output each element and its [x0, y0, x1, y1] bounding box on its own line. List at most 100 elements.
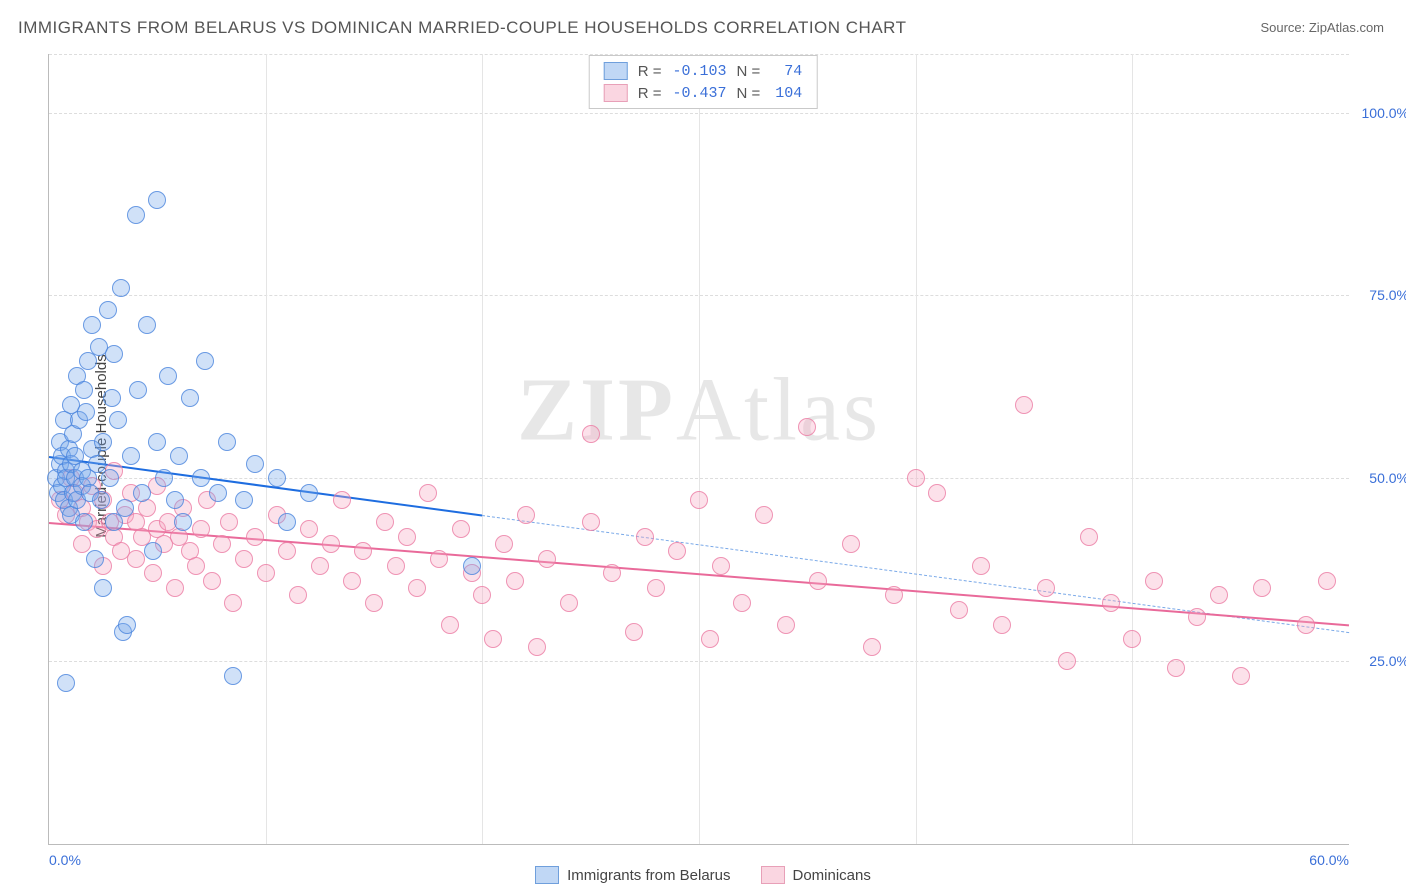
data-point: [138, 499, 156, 517]
data-point: [62, 396, 80, 414]
data-point: [560, 594, 578, 612]
data-point: [166, 579, 184, 597]
data-point: [1167, 659, 1185, 677]
data-point: [809, 572, 827, 590]
data-point: [122, 484, 140, 502]
data-point: [755, 506, 773, 524]
data-point: [538, 550, 556, 568]
data-point: [289, 586, 307, 604]
legend-label-belarus: Immigrants from Belarus: [567, 867, 730, 884]
data-point: [441, 616, 459, 634]
data-point: [452, 520, 470, 538]
data-point: [51, 491, 69, 509]
bottom-legend: Immigrants from Belarus Dominicans: [0, 866, 1406, 884]
data-point: [376, 513, 394, 531]
stats-row-dominicans: R = -0.437 N = 104: [590, 82, 817, 104]
data-point: [144, 564, 162, 582]
data-point: [116, 499, 134, 517]
data-point: [129, 381, 147, 399]
data-point: [94, 579, 112, 597]
data-point: [220, 513, 238, 531]
data-point: [365, 594, 383, 612]
data-point: [993, 616, 1011, 634]
data-point: [94, 557, 112, 575]
data-point: [148, 477, 166, 495]
data-point: [138, 316, 156, 334]
data-point: [1253, 579, 1271, 597]
data-point: [196, 352, 214, 370]
data-point: [268, 506, 286, 524]
data-point: [77, 403, 95, 421]
data-point: [133, 484, 151, 502]
data-point: [712, 557, 730, 575]
data-point: [625, 623, 643, 641]
gridline-v: [482, 54, 483, 844]
swatch-blue-icon: [604, 62, 628, 80]
data-point: [484, 630, 502, 648]
n-label: N =: [737, 63, 761, 80]
data-point: [105, 345, 123, 363]
data-point: [842, 535, 860, 553]
data-point: [419, 484, 437, 502]
data-point: [387, 557, 405, 575]
data-point: [62, 506, 80, 524]
data-point: [83, 477, 101, 495]
data-point: [1210, 586, 1228, 604]
swatch-pink-icon: [604, 84, 628, 102]
data-point: [343, 572, 361, 590]
swatch-pink-icon: [761, 866, 785, 884]
data-point: [495, 535, 513, 553]
data-point: [60, 440, 78, 458]
data-point: [127, 550, 145, 568]
data-point: [181, 542, 199, 560]
data-point: [1015, 396, 1033, 414]
data-point: [88, 520, 106, 538]
data-point: [398, 528, 416, 546]
r-label: R =: [638, 63, 662, 80]
data-point: [60, 499, 78, 517]
data-point: [68, 367, 86, 385]
data-point: [506, 572, 524, 590]
data-point: [155, 535, 173, 553]
data-point: [928, 484, 946, 502]
data-point: [647, 579, 665, 597]
data-point: [103, 389, 121, 407]
r-label: R =: [638, 85, 662, 102]
data-point: [733, 594, 751, 612]
data-point: [235, 491, 253, 509]
data-point: [408, 579, 426, 597]
stats-row-belarus: R = -0.103 N = 74: [590, 60, 817, 82]
legend-item-belarus: Immigrants from Belarus: [535, 866, 730, 884]
data-point: [224, 594, 242, 612]
data-point: [112, 279, 130, 297]
data-point: [1145, 572, 1163, 590]
y-tick-label: 75.0%: [1369, 287, 1406, 303]
gridline-v: [916, 54, 917, 844]
data-point: [73, 462, 91, 480]
data-point: [83, 316, 101, 334]
data-point: [55, 491, 73, 509]
data-point: [224, 667, 242, 685]
data-point: [218, 433, 236, 451]
data-point: [79, 513, 97, 531]
data-point: [49, 484, 67, 502]
data-point: [203, 572, 221, 590]
data-point: [166, 491, 184, 509]
data-point: [114, 623, 132, 641]
data-point: [70, 411, 88, 429]
stats-box: R = -0.103 N = 74 R = -0.437 N = 104: [589, 55, 818, 109]
data-point: [972, 557, 990, 575]
data-point: [83, 440, 101, 458]
data-point: [94, 491, 112, 509]
data-point: [209, 484, 227, 502]
data-point: [66, 447, 84, 465]
data-point: [99, 301, 117, 319]
data-point: [57, 462, 75, 480]
data-point: [170, 447, 188, 465]
data-point: [90, 338, 108, 356]
data-point: [528, 638, 546, 656]
data-point: [235, 550, 253, 568]
watermark-light: Atlas: [676, 360, 881, 459]
n-value-belarus: 74: [770, 63, 802, 80]
data-point: [75, 381, 93, 399]
